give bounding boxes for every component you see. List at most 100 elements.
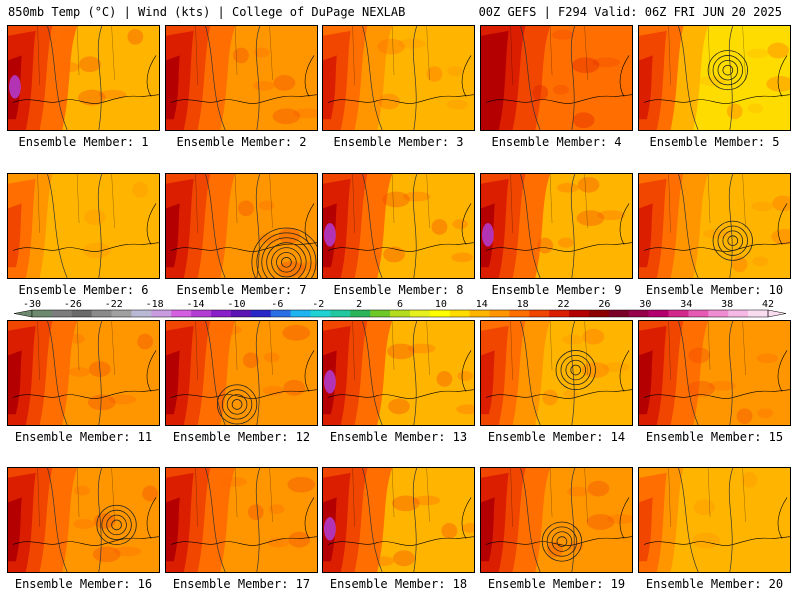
ensemble-map-panel xyxy=(7,25,160,131)
colorbar-tick-label: 26 xyxy=(598,299,610,310)
colorbar-swatch xyxy=(91,310,112,317)
colorbar-swatch xyxy=(728,310,749,317)
colorbar-swatch xyxy=(111,310,132,317)
ensemble-map-panel xyxy=(638,320,791,426)
colorbar-tick-label: -30 xyxy=(23,299,41,310)
ensemble-map-panel xyxy=(638,25,791,131)
ensemble-map-panel xyxy=(638,467,791,573)
colorbar-swatch xyxy=(390,310,411,317)
temperature-map xyxy=(639,174,790,278)
colorbar-swatch xyxy=(290,310,311,317)
colorbar-swatch xyxy=(529,310,550,317)
temperature-map xyxy=(323,468,474,572)
ensemble-member-label: Ensemble Member: 2 xyxy=(176,135,307,149)
ensemble-map-panel xyxy=(7,320,160,426)
colorbar-swatch xyxy=(310,310,331,317)
temperature-map xyxy=(8,468,159,572)
ensemble-member-label: Ensemble Member: 5 xyxy=(649,135,780,149)
colorbar-tick-label: 14 xyxy=(476,299,488,310)
ensemble-member-label: Ensemble Member: 19 xyxy=(487,577,626,591)
colorbar-swatch xyxy=(370,310,391,317)
colorbar-tick-label: 2 xyxy=(356,299,362,310)
colorbar-swatch xyxy=(429,310,451,317)
colorbar-tick-label: 34 xyxy=(680,299,692,310)
ensemble-map-panel xyxy=(480,467,633,573)
colorbar-tick-label: 18 xyxy=(517,299,529,310)
colorbar-tick-label: -26 xyxy=(64,299,82,310)
ensemble-member-label: Ensemble Member: 18 xyxy=(329,577,468,591)
temperature-map xyxy=(323,174,474,278)
colorbar-tick-label: 6 xyxy=(397,299,403,310)
temperature-map xyxy=(323,26,474,130)
colorbar-swatch xyxy=(71,310,92,317)
colorbar-swatch xyxy=(469,310,490,317)
colorbar-tick-label: -10 xyxy=(227,299,245,310)
colorbar-right-arrow xyxy=(767,309,786,318)
ensemble-map-panel xyxy=(480,25,633,131)
temperature-map xyxy=(166,174,317,278)
colorbar-tick-label: 38 xyxy=(721,299,733,310)
ensemble-map-panel xyxy=(322,173,475,279)
ensemble-member-label: Ensemble Member: 12 xyxy=(172,430,311,444)
ensemble-map-panel xyxy=(322,467,475,573)
colorbar-swatch xyxy=(171,310,192,317)
ensemble-member-label: Ensemble Member: 16 xyxy=(14,577,153,591)
ensemble-map-panel xyxy=(165,467,318,573)
colorbar-swatch xyxy=(250,310,272,317)
ensemble-map-panel xyxy=(322,25,475,131)
colorbar-swatch xyxy=(509,310,530,317)
ensemble-member-label: Ensemble Member: 1 xyxy=(18,135,149,149)
ensemble-member-label: Ensemble Member: 17 xyxy=(172,577,311,591)
colorbar-tick-label: 10 xyxy=(435,299,447,310)
temperature-map xyxy=(166,468,317,572)
colorbar-tick-label: -18 xyxy=(146,299,164,310)
colorbar-swatch xyxy=(191,310,212,317)
colorbar-left-arrow xyxy=(13,309,33,318)
colorbar-swatch xyxy=(608,310,630,317)
colorbar-swatch xyxy=(350,310,371,317)
ensemble-member-label: Ensemble Member: 9 xyxy=(491,283,622,297)
colorbar-swatch xyxy=(151,310,172,317)
temperature-map xyxy=(481,26,632,130)
ensemble-member-label: Ensemble Member: 13 xyxy=(329,430,468,444)
colorbar-swatch xyxy=(708,310,729,317)
temperature-map xyxy=(8,174,159,278)
ensemble-map-panel xyxy=(480,320,633,426)
colorbar-swatch xyxy=(648,310,669,317)
ensemble-map-panel xyxy=(7,173,160,279)
colorbar-swatch xyxy=(688,310,709,317)
ensemble-map-panel xyxy=(7,467,160,573)
colorbar-swatch xyxy=(748,310,769,317)
ensemble-member-label: Ensemble Member: 10 xyxy=(645,283,784,297)
temperature-map xyxy=(481,321,632,425)
colorbar-swatch xyxy=(131,310,152,317)
temperature-map xyxy=(166,321,317,425)
temperature-map xyxy=(481,468,632,572)
temperature-map xyxy=(323,321,474,425)
temperature-map xyxy=(8,26,159,130)
colorbar-swatch xyxy=(449,310,470,317)
colorbar-tick-label: -14 xyxy=(187,299,205,310)
ensemble-member-label: Ensemble Member: 11 xyxy=(14,430,153,444)
colorbar-swatch xyxy=(270,310,291,317)
temperature-map xyxy=(639,321,790,425)
ensemble-map-panel xyxy=(165,320,318,426)
colorbar-tick-label: -22 xyxy=(105,299,123,310)
temperature-map xyxy=(639,26,790,130)
colorbar-swatch xyxy=(409,310,431,317)
colorbar-swatch xyxy=(330,310,351,317)
temperature-map xyxy=(8,321,159,425)
temperature-map xyxy=(481,174,632,278)
colorbar-swatch xyxy=(588,310,610,317)
colorbar-swatch xyxy=(211,310,232,317)
ensemble-map-panel xyxy=(322,320,475,426)
colorbar-swatch xyxy=(32,310,53,317)
colorbar-swatch xyxy=(628,310,649,317)
color-scale-bar: -30 -26 -22 -18 -14 -10 -6 -2 2 6 10 14 18 22 26 30 34 38… xyxy=(13,299,786,318)
colorbar-swatch xyxy=(569,310,590,317)
ensemble-member-label: Ensemble Member: 6 xyxy=(18,283,149,297)
colorbar-swatch xyxy=(489,310,510,317)
ensemble-map-panel xyxy=(165,25,318,131)
colorbar-swatch xyxy=(549,310,570,317)
ensemble-map-panel xyxy=(638,173,791,279)
